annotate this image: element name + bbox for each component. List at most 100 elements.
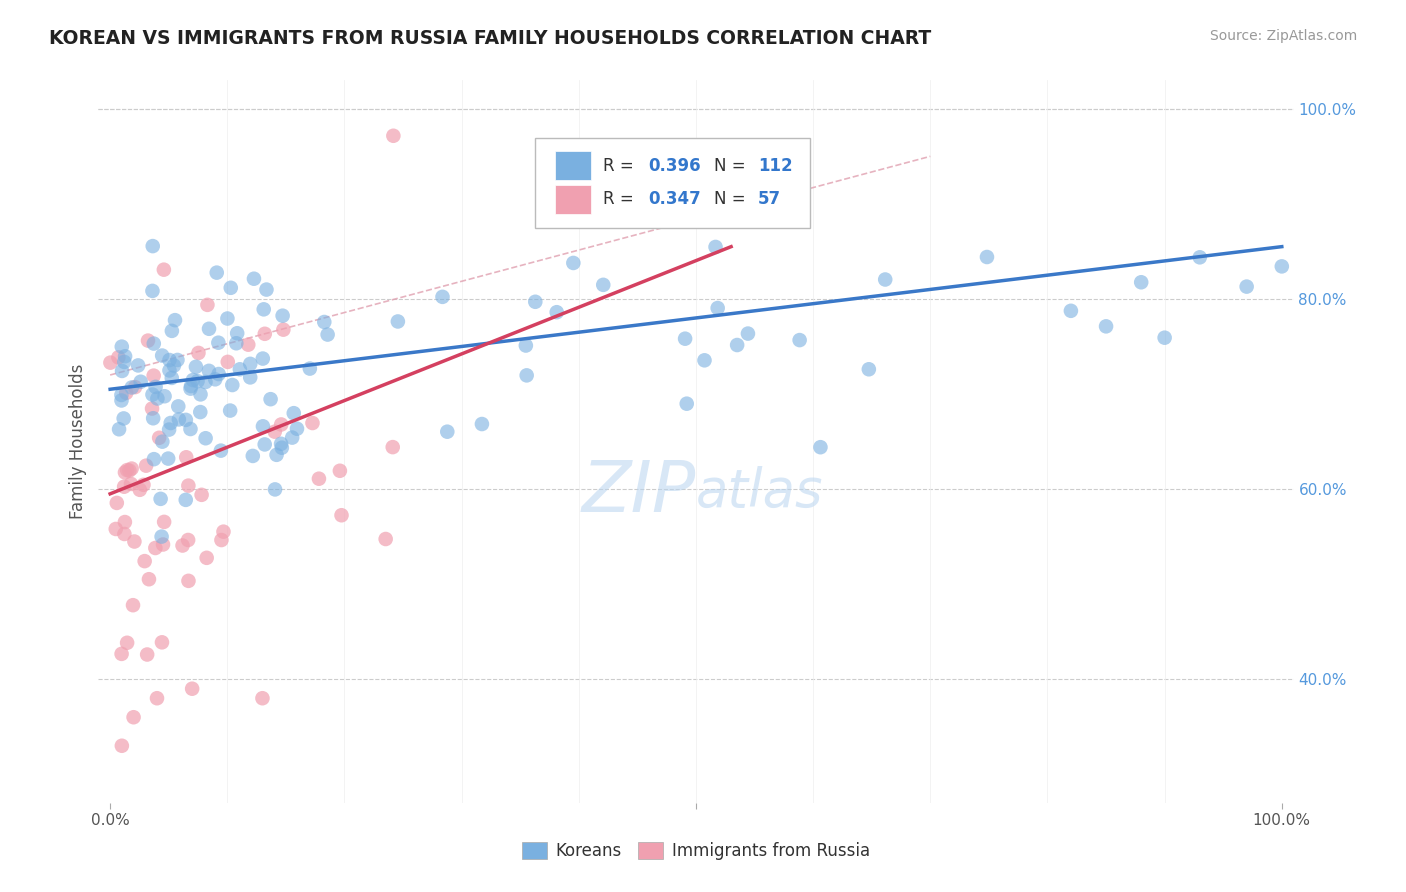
Point bbox=[136, 334, 159, 348]
Point bbox=[124, 380, 146, 394]
Point bbox=[112, 355, 135, 369]
Point bbox=[219, 281, 242, 295]
Point bbox=[239, 357, 262, 371]
Point bbox=[271, 309, 294, 323]
Point bbox=[174, 450, 197, 465]
Point bbox=[1130, 275, 1153, 289]
Point bbox=[111, 340, 134, 354]
Point bbox=[122, 710, 145, 724]
Text: 0.396: 0.396 bbox=[648, 156, 700, 175]
Point bbox=[253, 326, 276, 341]
Point bbox=[252, 351, 274, 366]
Point bbox=[875, 272, 897, 286]
Point bbox=[217, 355, 239, 369]
Point bbox=[177, 574, 200, 588]
Point bbox=[1236, 279, 1258, 293]
Point bbox=[194, 375, 217, 389]
Point bbox=[217, 311, 239, 326]
Point bbox=[253, 437, 276, 451]
Text: Source: ZipAtlas.com: Source: ZipAtlas.com bbox=[1209, 29, 1357, 43]
Point bbox=[374, 532, 396, 546]
Point bbox=[187, 346, 209, 360]
Y-axis label: Family Households: Family Households bbox=[69, 364, 87, 519]
Point bbox=[243, 271, 266, 285]
Point bbox=[198, 364, 221, 378]
Point bbox=[115, 463, 138, 477]
Point bbox=[132, 478, 155, 492]
Point bbox=[177, 533, 200, 547]
Point bbox=[157, 451, 180, 466]
Point bbox=[146, 392, 169, 406]
Point bbox=[208, 367, 231, 381]
Point bbox=[195, 550, 218, 565]
Point bbox=[149, 491, 172, 506]
Point bbox=[159, 353, 181, 368]
Point bbox=[120, 476, 142, 491]
Point bbox=[270, 417, 292, 432]
Point bbox=[187, 374, 209, 388]
Point bbox=[329, 464, 352, 478]
Point bbox=[174, 492, 197, 507]
Point bbox=[153, 515, 176, 529]
Point bbox=[298, 361, 321, 376]
Point bbox=[166, 353, 188, 368]
Point bbox=[704, 240, 727, 254]
Point bbox=[180, 379, 202, 393]
Text: atlas: atlas bbox=[696, 467, 824, 518]
Point bbox=[148, 431, 170, 445]
Point bbox=[163, 313, 186, 327]
Point bbox=[737, 326, 759, 341]
Point bbox=[114, 466, 136, 480]
Text: 57: 57 bbox=[758, 191, 782, 209]
Point bbox=[207, 335, 229, 350]
Point bbox=[167, 400, 190, 414]
Point bbox=[242, 449, 264, 463]
Point bbox=[159, 363, 181, 377]
Point bbox=[789, 333, 811, 347]
Point bbox=[184, 359, 207, 374]
Point bbox=[174, 413, 197, 427]
Point bbox=[107, 351, 129, 365]
Point bbox=[146, 691, 169, 706]
Point bbox=[124, 534, 146, 549]
Point bbox=[121, 380, 143, 394]
Point bbox=[524, 294, 547, 309]
Point bbox=[387, 314, 409, 328]
Text: KOREAN VS IMMIGRANTS FROM RUSSIA FAMILY HOUSEHOLDS CORRELATION CHART: KOREAN VS IMMIGRANTS FROM RUSSIA FAMILY … bbox=[49, 29, 931, 47]
Point bbox=[270, 441, 292, 455]
Point bbox=[190, 387, 212, 401]
Point bbox=[238, 337, 260, 351]
Point bbox=[157, 423, 180, 437]
Point bbox=[194, 431, 217, 445]
Point bbox=[150, 635, 173, 649]
Point bbox=[138, 572, 160, 586]
Point bbox=[142, 452, 165, 467]
Point bbox=[136, 648, 159, 662]
Point bbox=[112, 527, 135, 541]
Point bbox=[105, 496, 128, 510]
Point bbox=[221, 378, 243, 392]
Point bbox=[273, 323, 295, 337]
Point bbox=[110, 393, 132, 408]
Point bbox=[112, 411, 135, 425]
Point bbox=[211, 533, 233, 547]
Point bbox=[142, 336, 165, 351]
Point bbox=[108, 422, 131, 436]
Point bbox=[160, 324, 183, 338]
Point bbox=[111, 364, 134, 378]
Point bbox=[252, 691, 274, 706]
Point bbox=[197, 298, 219, 312]
Point bbox=[219, 403, 242, 417]
Point bbox=[226, 326, 249, 341]
Point bbox=[142, 239, 165, 253]
Point bbox=[810, 440, 832, 454]
Point bbox=[114, 349, 136, 363]
Point bbox=[141, 387, 163, 401]
Point bbox=[225, 336, 247, 351]
Text: N =: N = bbox=[714, 191, 751, 209]
Point bbox=[229, 362, 252, 376]
Point bbox=[128, 483, 150, 497]
FancyBboxPatch shape bbox=[555, 185, 591, 214]
Point bbox=[141, 401, 163, 416]
Point bbox=[239, 370, 262, 384]
